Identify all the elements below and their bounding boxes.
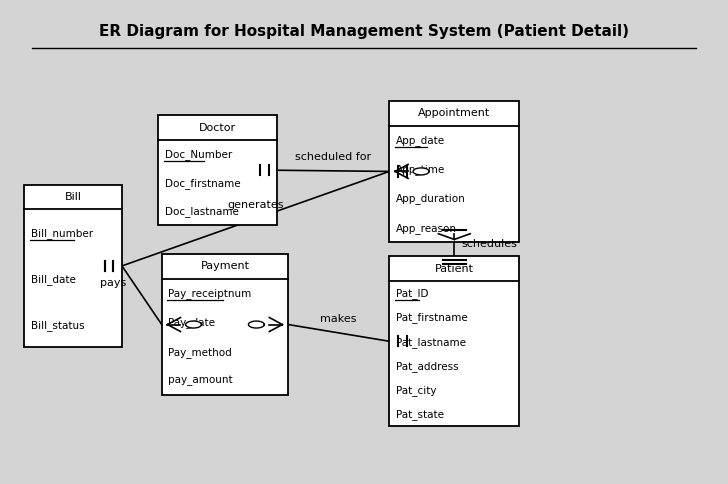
Text: Pat_city: Pat_city [396, 385, 436, 396]
Text: App_reason: App_reason [396, 223, 456, 233]
Bar [25, 184, 122, 347]
Text: Pat_address: Pat_address [396, 361, 459, 372]
Text: Appointment: Appointment [418, 108, 491, 118]
Text: Doc_firstname: Doc_firstname [165, 178, 240, 189]
Text: Pay_method: Pay_method [168, 347, 232, 358]
Text: Payment: Payment [200, 261, 250, 272]
Text: schedules: schedules [461, 239, 517, 249]
Text: Pat_state: Pat_state [396, 409, 444, 420]
Text: ER Diagram for Hospital Management System (Patient Detail): ER Diagram for Hospital Management Syste… [99, 24, 629, 39]
Text: Bill_date: Bill_date [31, 274, 76, 285]
Text: Doc_Number: Doc_Number [165, 150, 232, 160]
Text: Bill_number: Bill_number [31, 228, 93, 239]
Polygon shape [248, 321, 264, 328]
Text: makes: makes [320, 314, 357, 324]
Text: Pat_firstname: Pat_firstname [396, 313, 467, 323]
Bar [158, 115, 277, 225]
Text: App_duration: App_duration [396, 194, 465, 204]
Text: App_time: App_time [396, 165, 445, 175]
Bar [162, 254, 288, 395]
Text: pays: pays [100, 277, 126, 287]
Text: Patient: Patient [435, 264, 474, 274]
Text: Bill_status: Bill_status [31, 320, 84, 331]
Bar [389, 257, 519, 426]
Bar [389, 101, 519, 242]
Text: Pat_ID: Pat_ID [396, 288, 428, 299]
Text: Doctor: Doctor [199, 122, 237, 133]
Text: Doc_lastname: Doc_lastname [165, 206, 239, 217]
Text: Pay_date: Pay_date [168, 318, 215, 329]
Polygon shape [186, 321, 202, 328]
Text: generates: generates [227, 200, 284, 210]
Text: Bill: Bill [65, 192, 82, 202]
Text: Pat_lastname: Pat_lastname [396, 337, 466, 348]
Text: App_date: App_date [396, 136, 445, 146]
Text: scheduled for: scheduled for [296, 152, 371, 162]
Text: Pay_receiptnum: Pay_receiptnum [168, 288, 251, 300]
Text: pay_amount: pay_amount [168, 376, 233, 386]
Polygon shape [414, 168, 429, 175]
